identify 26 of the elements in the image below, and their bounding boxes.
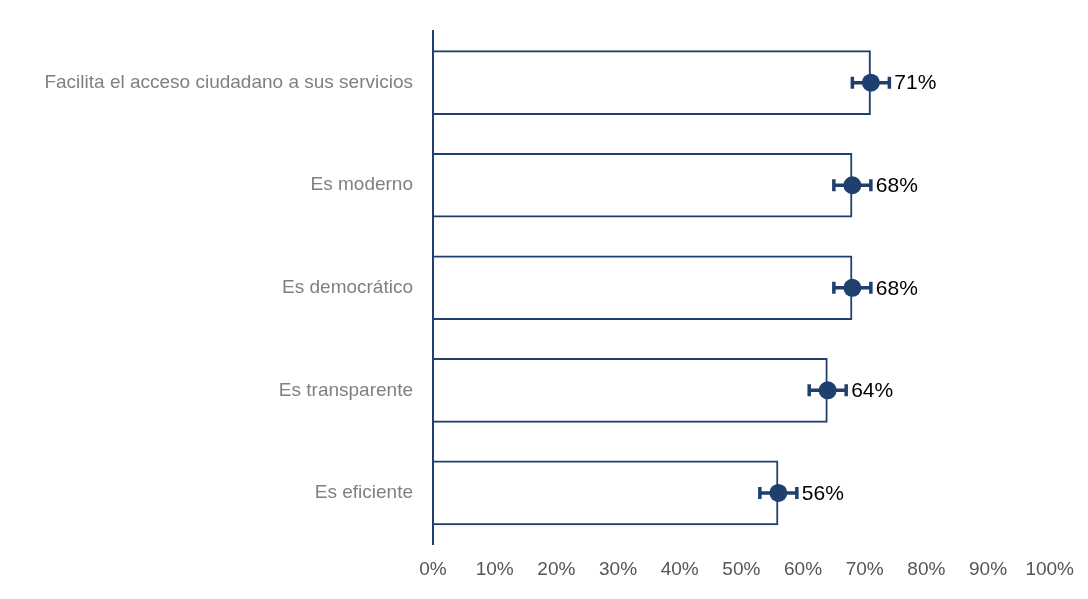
point	[861, 73, 880, 92]
y-tick-label: Es transparente	[278, 378, 413, 400]
x-tick-label: 90%	[969, 557, 1008, 579]
data-label: 68%	[875, 173, 918, 197]
x-tick-label: 100%	[1025, 557, 1075, 579]
x-tick-label: 30%	[599, 557, 638, 579]
data-label: 64%	[851, 378, 894, 402]
data-label: 56%	[801, 480, 844, 504]
x-tick-label: 0%	[419, 557, 447, 579]
x-tick-label: 60%	[784, 557, 823, 579]
y-tick-label: Es eficiente	[314, 481, 413, 503]
point	[769, 483, 788, 502]
x-tick-label: 80%	[907, 557, 946, 579]
point	[843, 278, 862, 297]
point	[843, 176, 862, 195]
x-tick-label: 40%	[660, 557, 699, 579]
x-tick-label: 20%	[537, 557, 576, 579]
x-tick-label: 10%	[475, 557, 514, 579]
x-tick-label: 70%	[845, 557, 884, 579]
y-tick-label: Facilita el acceso ciudadano a sus servicios	[44, 70, 413, 92]
data-label: 71%	[894, 70, 937, 94]
x-tick-label: 50%	[722, 557, 761, 579]
data-label: 68%	[875, 275, 918, 299]
point	[818, 381, 837, 400]
y-tick-label: Es democrático	[282, 276, 413, 298]
y-tick-label: Es moderno	[310, 173, 413, 195]
